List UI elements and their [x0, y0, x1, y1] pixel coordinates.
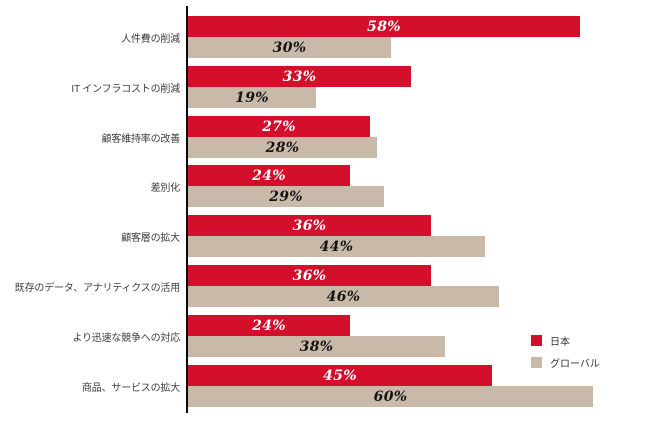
bar-japan-row-4: 36% [188, 215, 431, 236]
category-label: 顧客維持率の改善 [101, 133, 181, 145]
bar-global-row-3: 29% [188, 186, 384, 207]
bar-value-label: 28% [265, 139, 300, 156]
legend-swatch-icon [531, 335, 542, 346]
category-label: より迅速な競争への対応 [72, 332, 180, 344]
bar-value-label: 45% [323, 367, 357, 384]
legend-label: 日本 [550, 337, 570, 348]
bar-value-label: 27% [262, 118, 296, 135]
category-label: 差別化 [150, 182, 181, 194]
bar-global-row-5: 46% [188, 286, 499, 307]
bar-value-label: 60% [373, 388, 408, 405]
bar-value-label: 30% [272, 39, 307, 56]
bar-japan-row-5: 36% [188, 265, 431, 286]
bar-global-row-4: 44% [188, 236, 485, 257]
bar-japan-row-1: 33% [188, 66, 411, 87]
bar-japan-row-0: 58% [188, 16, 580, 37]
bar-value-label: 46% [326, 288, 361, 305]
bar-japan-row-6: 24% [188, 315, 350, 336]
bar-global-row-7: 60% [188, 386, 593, 407]
category-label: 人件費の削減 [121, 33, 180, 45]
legend-swatch-icon [531, 357, 542, 368]
bar-value-label: 24% [252, 167, 286, 184]
bar-value-label: 36% [292, 267, 327, 284]
bar-global-row-6: 38% [188, 336, 445, 357]
bar-value-label: 19% [235, 89, 269, 106]
bar-value-label: 58% [367, 18, 401, 35]
y-axis-line [186, 6, 188, 413]
legend-item-japan: 日本 [531, 333, 600, 348]
legend-item-global: グローバル [531, 355, 600, 370]
bar-value-label: 24% [252, 317, 286, 334]
bar-global-row-0: 30% [188, 37, 391, 58]
bar-value-label: 38% [299, 338, 334, 355]
category-label: 顧客層の拡大 [121, 232, 180, 244]
bar-value-label: 29% [269, 188, 303, 205]
bar-japan-row-2: 27% [188, 116, 370, 137]
bar-global-row-1: 19% [188, 87, 316, 108]
category-label: IT インフラコストの削減 [71, 83, 180, 95]
legend-label: グローバル [550, 359, 600, 370]
bar-japan-row-3: 24% [188, 165, 350, 186]
legend: 日本 グローバル [531, 333, 600, 370]
bar-value-label: 44% [319, 238, 354, 255]
bar-global-row-2: 28% [188, 137, 377, 158]
bar-value-label: 33% [282, 68, 317, 85]
bar-value-label: 36% [292, 217, 327, 234]
category-label: 商品、サービスの拡大 [82, 382, 180, 394]
category-label: 既存のデータ、アナリティクスの活用 [14, 282, 180, 294]
bar-japan-row-7: 45% [188, 365, 492, 386]
